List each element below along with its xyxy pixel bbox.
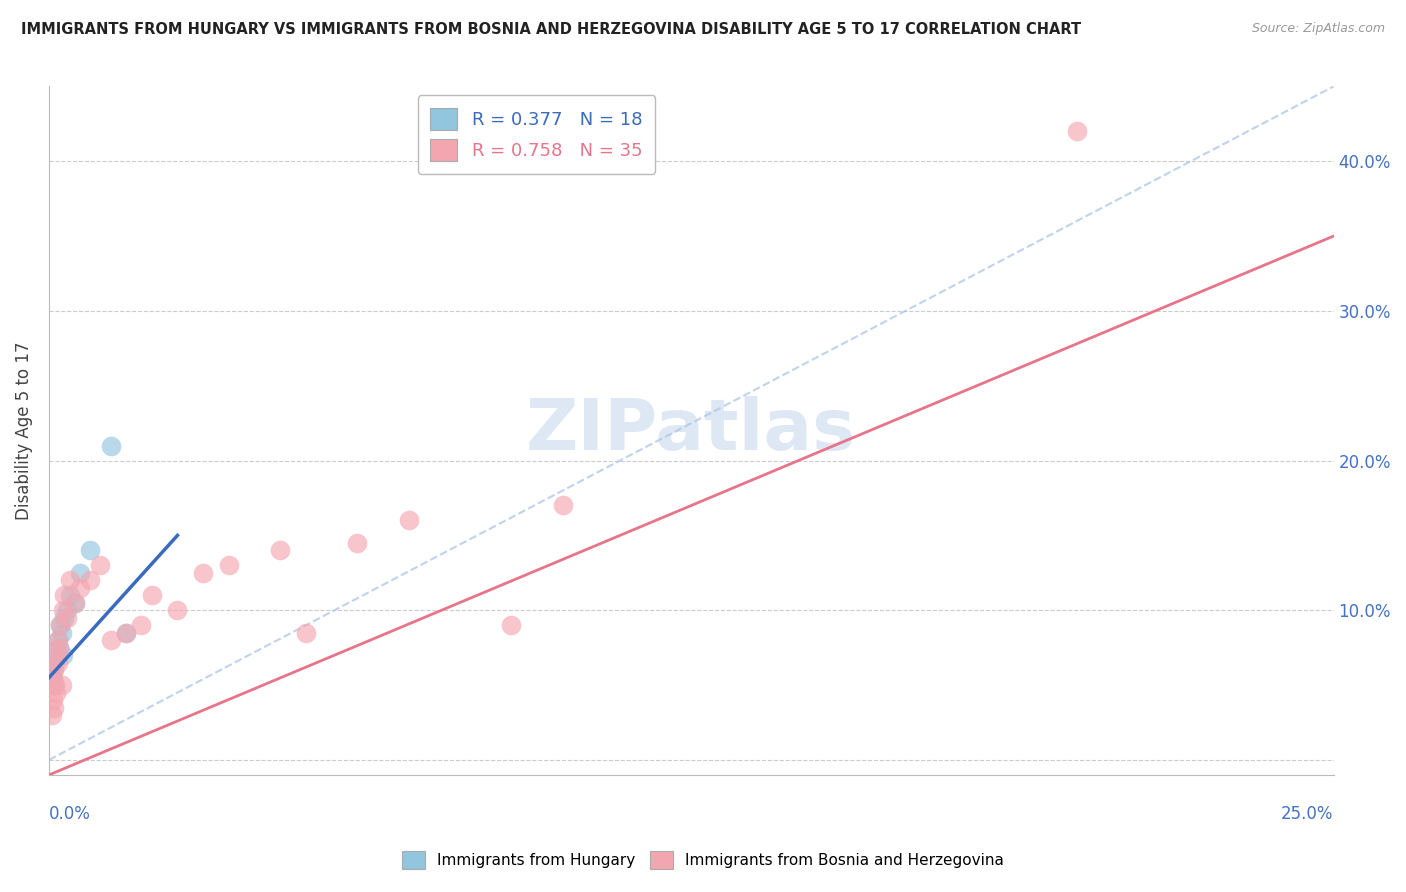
Legend: Immigrants from Hungary, Immigrants from Bosnia and Herzegovina: Immigrants from Hungary, Immigrants from… <box>395 845 1011 875</box>
Point <box>42 671 65 685</box>
Point <box>115 625 138 640</box>
Point <box>45 648 67 663</box>
Point <box>56 611 79 625</box>
Point <box>41 671 63 685</box>
Point <box>53 588 76 602</box>
Point <box>141 588 163 602</box>
Text: Source: ZipAtlas.com: Source: ZipAtlas.com <box>1251 22 1385 36</box>
Point <box>51 625 73 640</box>
Point <box>58 574 80 588</box>
Point <box>53 611 76 625</box>
Point <box>63 596 86 610</box>
Point <box>45 648 67 663</box>
Point <box>52 603 75 617</box>
Point <box>48 640 70 655</box>
Point <box>89 558 111 573</box>
Point <box>295 625 318 640</box>
Text: 0.0%: 0.0% <box>49 805 91 823</box>
Point <box>44 656 66 670</box>
Point <box>42 678 65 692</box>
Point <box>501 618 523 632</box>
Point <box>48 640 70 655</box>
Point <box>1066 124 1088 138</box>
Point <box>46 633 69 648</box>
Point <box>41 693 63 707</box>
Point <box>46 633 69 648</box>
Point <box>100 633 122 648</box>
Point <box>63 596 86 610</box>
Point <box>58 588 80 602</box>
Point <box>42 663 65 677</box>
Point <box>79 543 101 558</box>
Point <box>69 581 91 595</box>
Point <box>346 536 368 550</box>
Point <box>56 603 79 617</box>
Legend: R = 0.377   N = 18, R = 0.758   N = 35: R = 0.377 N = 18, R = 0.758 N = 35 <box>418 95 655 174</box>
Point <box>42 663 65 677</box>
Point <box>398 513 420 527</box>
Point <box>269 543 291 558</box>
Text: IMMIGRANTS FROM HUNGARY VS IMMIGRANTS FROM BOSNIA AND HERZEGOVINA DISABILITY AGE: IMMIGRANTS FROM HUNGARY VS IMMIGRANTS FR… <box>21 22 1081 37</box>
Point <box>51 678 73 692</box>
Point <box>100 439 122 453</box>
Text: 25.0%: 25.0% <box>1281 805 1334 823</box>
Point <box>49 618 72 632</box>
Text: ZIPatlas: ZIPatlas <box>526 396 856 465</box>
Point <box>79 574 101 588</box>
Point <box>69 566 91 580</box>
Point <box>52 648 75 663</box>
Y-axis label: Disability Age 5 to 17: Disability Age 5 to 17 <box>15 342 32 520</box>
Point <box>42 700 65 714</box>
Point <box>44 678 66 692</box>
Point <box>191 566 214 580</box>
Point <box>115 625 138 640</box>
Point <box>46 656 69 670</box>
Point <box>218 558 240 573</box>
Point <box>49 618 72 632</box>
Point <box>131 618 153 632</box>
Point <box>551 499 574 513</box>
Point <box>166 603 188 617</box>
Point <box>41 708 63 723</box>
Point <box>45 685 67 699</box>
